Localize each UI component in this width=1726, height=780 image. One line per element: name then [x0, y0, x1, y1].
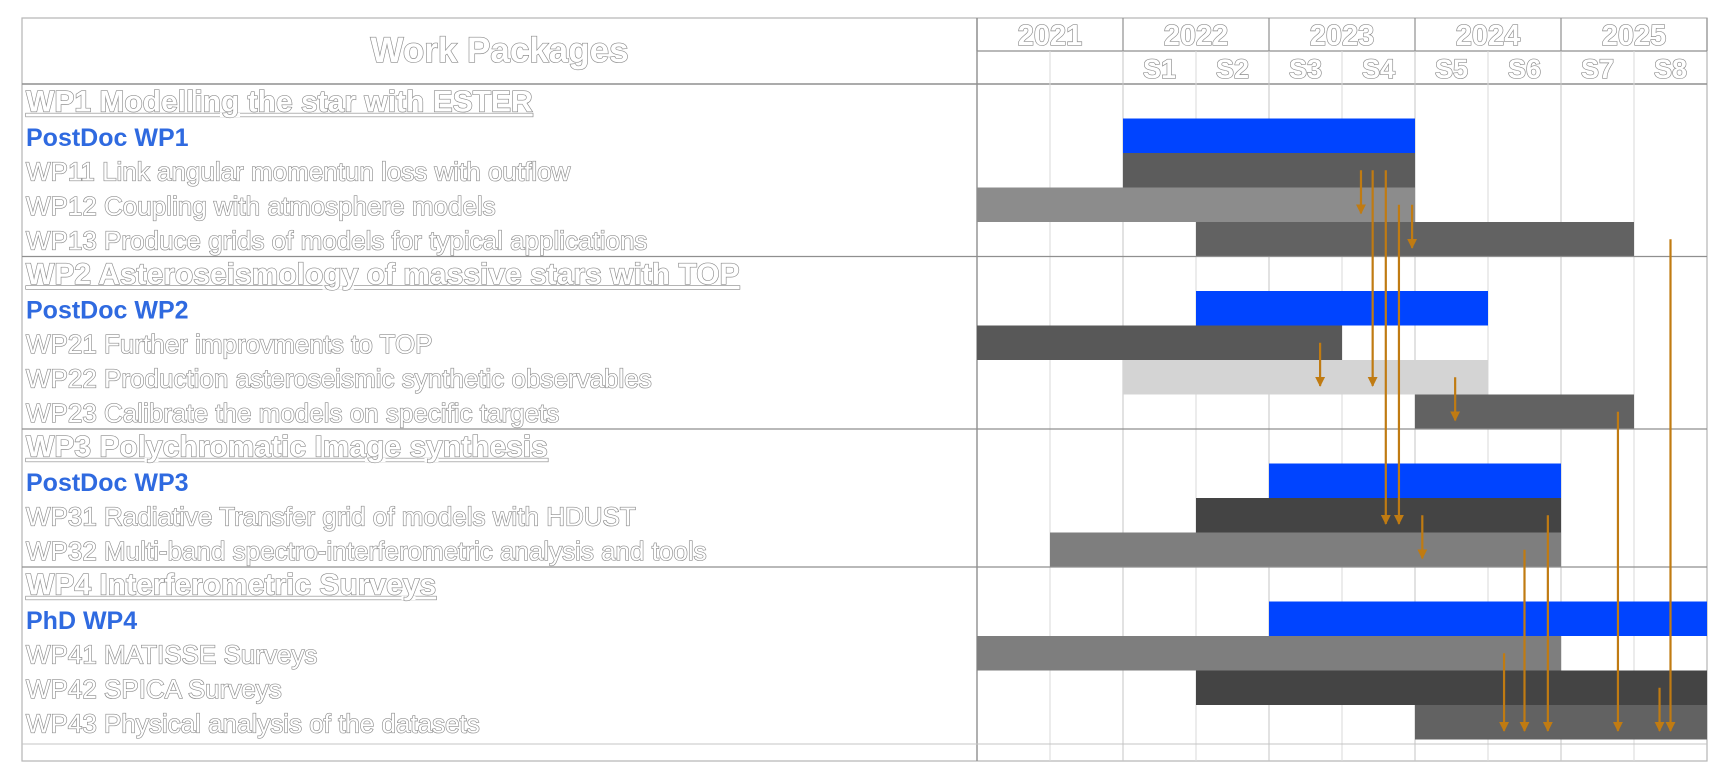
- task-bar: [1123, 360, 1488, 395]
- task-row-label: WP22 Production asteroseismic synthetic …: [26, 364, 652, 394]
- task-bar: [1415, 394, 1634, 429]
- staff-bar: [1269, 601, 1707, 636]
- work-package-heading: WP1 Modelling the star with ESTER: [26, 86, 533, 119]
- semester-label: S3: [1289, 54, 1322, 84]
- staff-row-label: PhD WP4: [26, 607, 137, 635]
- task-row-label: WP21 Further improvments to TOP: [26, 329, 433, 359]
- staff-bar: [1123, 118, 1415, 153]
- task-row-label: WP32 Multi-band spectro-interferometric …: [26, 536, 707, 566]
- task-bar: [977, 325, 1342, 360]
- task-bar: [1196, 670, 1707, 705]
- task-bar: [1050, 532, 1561, 567]
- staff-row-label: PostDoc WP1: [26, 124, 189, 152]
- semester-label: S8: [1654, 54, 1687, 84]
- semester-label: S7: [1581, 54, 1614, 84]
- work-package-heading: WP2 Asteroseismology of massive stars wi…: [26, 258, 740, 291]
- work-packages-title: Work Packages: [370, 31, 628, 70]
- semester-label: S2: [1216, 54, 1249, 84]
- year-label-2022: 2022: [1164, 20, 1229, 52]
- task-row-label: WP42 SPICA Surveys: [26, 674, 282, 704]
- work-package-heading: WP3 Polychromatic Image synthesis: [26, 431, 548, 464]
- task-row-label: WP23 Calibrate the models on specific ta…: [26, 398, 559, 428]
- task-bar: [1123, 153, 1415, 188]
- task-bar: [977, 187, 1415, 222]
- task-row-label: WP11 Link angular momentun loss with out…: [26, 157, 571, 187]
- task-bar: [1196, 498, 1561, 533]
- staff-row-label: PostDoc WP3: [26, 469, 189, 497]
- staff-bar: [1196, 291, 1488, 326]
- task-row-label: WP12 Coupling with atmosphere models: [26, 191, 496, 221]
- work-package-heading: WP4 Interferometric Surveys: [26, 569, 436, 602]
- semester-label: S4: [1362, 54, 1395, 84]
- semester-label: S5: [1435, 54, 1468, 84]
- year-label-2024: 2024: [1456, 20, 1521, 52]
- year-label-2023: 2023: [1310, 20, 1375, 52]
- task-bar: [1196, 222, 1634, 257]
- staff-row-label: PostDoc WP2: [26, 297, 189, 325]
- task-bar: [977, 636, 1561, 671]
- staff-bar: [1269, 463, 1561, 498]
- table-frame: [21, 17, 1708, 762]
- semester-label: S1: [1143, 54, 1176, 84]
- year-label-2021: 2021: [1018, 20, 1083, 52]
- semester-label: S6: [1508, 54, 1541, 84]
- task-bar: [1415, 705, 1707, 740]
- task-row-label: WP41 MATISSE Surveys: [26, 640, 317, 670]
- task-row-label: WP43 Physical analysis of the datasets: [26, 709, 480, 739]
- year-label-2025: 2025: [1602, 20, 1667, 52]
- task-row-label: WP31 Radiative Transfer grid of models w…: [26, 502, 636, 532]
- task-row-label: WP13 Produce grids of models for typical…: [26, 226, 647, 256]
